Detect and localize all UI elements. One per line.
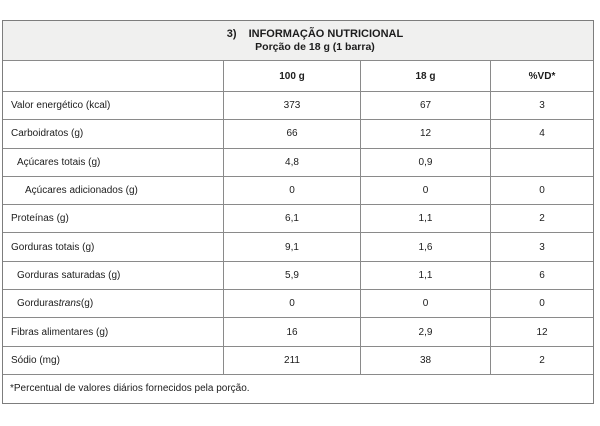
nutrient-label: Gorduras totais (g) xyxy=(11,241,95,253)
title-number: 3) xyxy=(226,28,237,40)
value-pvd: 0 xyxy=(490,176,593,205)
nutrient-label: Fibras alimentares (g) xyxy=(11,326,109,338)
value-100g: 211 xyxy=(223,346,360,374)
table-row: Gorduras saturadas (g) 5,9 1,1 6 xyxy=(3,260,593,290)
table-header: 3) INFORMAÇÃO NUTRICIONAL Porção de 18 g … xyxy=(3,21,593,61)
value-100g: 0 xyxy=(223,176,360,205)
nutrient-label: Proteínas (g) xyxy=(11,213,69,225)
col-header-100g: 100 g xyxy=(223,61,360,91)
value-18g: 2,9 xyxy=(360,318,490,346)
value-pvd: 6 xyxy=(490,261,593,290)
table-title: 3) INFORMAÇÃO NUTRICIONAL xyxy=(20,27,600,41)
value-100g: 16 xyxy=(223,318,360,346)
table-row: Carboidratos (g) 66 12 4 xyxy=(3,119,593,148)
value-18g: 0 xyxy=(360,290,490,318)
table-row: Sódio (mg) 211 38 2 xyxy=(3,345,593,374)
table-row: Açúcares totais (g) 4,8 0,9 xyxy=(3,147,593,176)
table-row: Gorduras totais (g) 9,1 1,6 3 xyxy=(3,232,593,261)
table-subtitle: Porção de 18 g (1 barra) xyxy=(255,41,375,53)
value-18g: 1,1 xyxy=(360,261,490,290)
value-pvd: 0 xyxy=(490,290,593,318)
table-row: Proteínas (g) 6,1 1,1 2 xyxy=(3,204,593,233)
value-100g: 5,9 xyxy=(223,261,360,290)
table-row: Valor energético (kcal) 373 67 3 xyxy=(3,91,593,120)
nutrient-label: Sódio (mg) xyxy=(11,354,60,366)
value-18g: 1,1 xyxy=(360,205,490,233)
value-pvd: 3 xyxy=(490,92,593,120)
table-footnote: *Percentual de valores diários fornecido… xyxy=(3,373,593,403)
value-100g: 0 xyxy=(223,290,360,318)
value-100g: 9,1 xyxy=(223,233,360,261)
nutrient-label: Gorduras trans (g) xyxy=(3,290,223,317)
value-18g: 0 xyxy=(360,176,490,205)
value-pvd: 2 xyxy=(490,205,593,233)
value-pvd: 3 xyxy=(490,233,593,261)
value-100g: 373 xyxy=(223,92,360,120)
nutrient-label: Valor energético (kcal) xyxy=(11,100,111,112)
nutrition-table: 3) INFORMAÇÃO NUTRICIONAL Porção de 18 g … xyxy=(2,20,594,404)
col-header-pvd: %VD* xyxy=(490,61,593,91)
value-pvd xyxy=(490,148,593,176)
value-18g: 12 xyxy=(360,120,490,148)
table-row: Gorduras trans (g) 0 0 0 xyxy=(3,289,593,318)
value-100g: 66 xyxy=(223,120,360,148)
column-header-row: 100 g 18 g %VD* xyxy=(3,61,593,91)
label-italic: trans xyxy=(58,298,81,310)
col-header-18g: 18 g xyxy=(360,61,490,91)
value-pvd: 2 xyxy=(490,346,593,374)
value-pvd: 4 xyxy=(490,120,593,148)
value-18g: 38 xyxy=(360,346,490,374)
value-18g: 1,6 xyxy=(360,233,490,261)
nutrient-label: Carboidratos (g) xyxy=(11,128,84,140)
value-18g: 67 xyxy=(360,92,490,120)
title-text: INFORMAÇÃO NUTRICIONAL xyxy=(248,28,404,40)
table-row: Açúcares adicionados (g) 0 0 0 xyxy=(3,175,593,205)
nutrient-label: Açúcares totais (g) xyxy=(17,156,101,168)
col-header-empty xyxy=(3,61,223,91)
nutrient-label: Açúcares adicionados (g) xyxy=(25,185,138,197)
nutrient-label: Gorduras saturadas (g) xyxy=(17,269,121,281)
value-18g: 0,9 xyxy=(360,148,490,176)
label-suffix: (g) xyxy=(80,298,94,310)
value-100g: 4,8 xyxy=(223,148,360,176)
value-100g: 6,1 xyxy=(223,205,360,233)
label-prefix: Gorduras xyxy=(17,298,59,310)
value-pvd: 12 xyxy=(490,318,593,346)
table-row: Fibras alimentares (g) 16 2,9 12 xyxy=(3,317,593,346)
